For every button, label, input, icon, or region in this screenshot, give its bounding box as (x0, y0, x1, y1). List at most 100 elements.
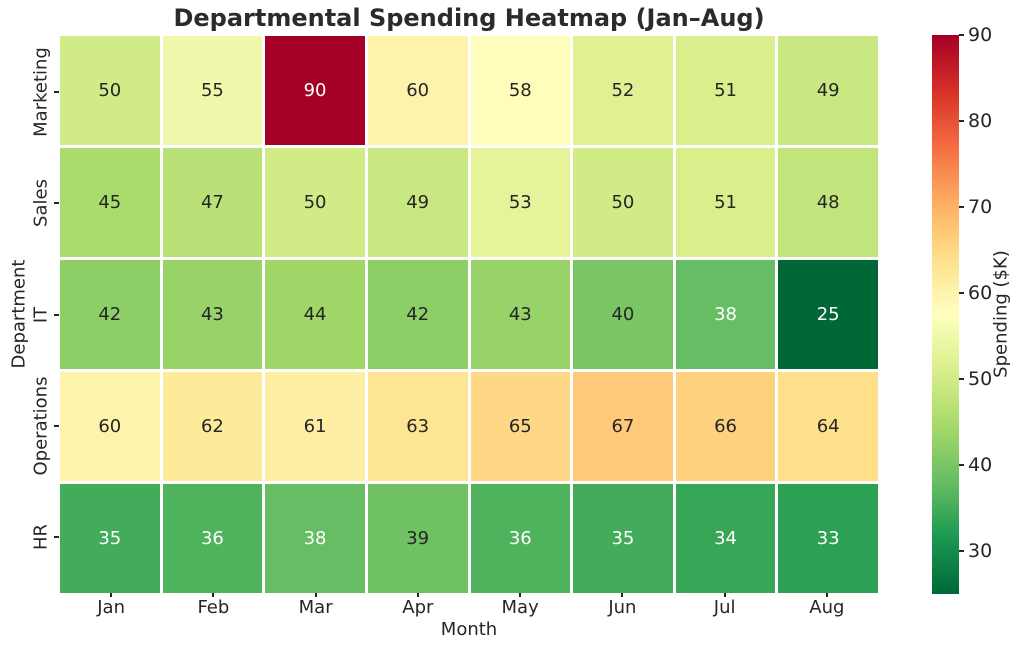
cell-value: 52 (611, 80, 635, 101)
cell-value: 48 (816, 192, 840, 213)
cell-value: 49 (406, 192, 430, 213)
heatmap-cell-Operations-Apr: 63 (367, 372, 468, 481)
heatmap-cell-IT-Mar: 44 (265, 260, 365, 369)
heatmap-cell-HR-Jun: 35 (573, 484, 673, 593)
cell-value: 36 (508, 528, 532, 549)
y-tick-mark (54, 90, 59, 93)
x-tick-mark (110, 593, 113, 597)
colorbar-tick-mark (959, 550, 964, 552)
colorbar-tick-label-90: 90 (968, 24, 993, 46)
heatmap-cell-Operations-Mar: 61 (265, 372, 365, 481)
colorbar-tick-label-30: 30 (968, 540, 993, 562)
y-tick-label-Marketing: Marketing (30, 46, 52, 137)
cell-value: 50 (611, 192, 635, 213)
cell-value: 33 (816, 528, 840, 549)
cell-value: 38 (303, 528, 327, 549)
x-tick-mark (723, 593, 726, 597)
cell-value: 55 (200, 80, 224, 101)
heatmap-cell-IT-May: 43 (470, 260, 571, 369)
heatmap-cell-Operations-Feb: 62 (162, 372, 263, 481)
heatmap-cell-IT-Apr: 42 (367, 260, 468, 369)
colorbar-tick-label-60: 60 (968, 282, 993, 304)
heatmap-cell-Operations-Jun: 67 (573, 372, 673, 481)
y-tick-mark (54, 313, 59, 316)
x-tick-label-Mar: Mar (298, 597, 333, 618)
cell-value: 43 (508, 304, 532, 325)
cell-value: 66 (714, 416, 738, 437)
heatmap-cell-HR-Jan: 35 (60, 484, 160, 593)
x-tick-label-Aug: Aug (809, 597, 845, 618)
y-tick-label-Sales: Sales (30, 179, 52, 228)
heatmap-cell-Sales-Jun: 50 (573, 148, 673, 257)
colorbar-tick-label-40: 40 (968, 454, 993, 476)
y-tick-label-IT: IT (30, 306, 52, 323)
colorbar-tick-label-80: 80 (968, 110, 993, 132)
colorbar-tick-mark (959, 34, 964, 36)
heatmap-cell-HR-Aug: 33 (778, 484, 878, 593)
heatmap-cell-IT-Jun: 40 (573, 260, 673, 369)
colorbar-label: Spending ($K) (990, 250, 1012, 378)
heatmap-cell-Marketing-Aug: 49 (778, 36, 878, 145)
y-tick-label-HR: HR (30, 524, 52, 551)
cell-value: 53 (508, 192, 532, 213)
x-tick-label-Jun: Jun (608, 597, 637, 618)
heatmap-cell-Sales-Feb: 47 (162, 148, 263, 257)
heatmap-cell-HR-Mar: 38 (265, 484, 365, 593)
heatmap-cell-HR-May: 36 (470, 484, 571, 593)
colorbar-tick-label-50: 50 (968, 368, 993, 390)
heatmap-cell-Operations-Jul: 66 (675, 372, 776, 481)
cell-value: 25 (816, 304, 840, 325)
x-tick-mark (519, 593, 522, 597)
heatmap-cell-Sales-Jan: 45 (60, 148, 160, 257)
heatmap-cell-Marketing-Mar: 90 (265, 36, 365, 145)
colorbar-tick-mark (959, 378, 964, 380)
heatmap-cell-Sales-Apr: 49 (367, 148, 468, 257)
cell-value: 34 (714, 528, 738, 549)
heatmap-cell-Sales-Aug: 48 (778, 148, 878, 257)
heatmap-cell-IT-Jan: 42 (60, 260, 160, 369)
heatmap-cell-HR-Apr: 39 (367, 484, 468, 593)
x-tick-mark (314, 593, 317, 597)
x-tick-label-Apr: Apr (402, 597, 434, 618)
heatmap-cell-Operations-Jan: 60 (60, 372, 160, 481)
cell-value: 40 (611, 304, 635, 325)
cell-value: 60 (98, 416, 122, 437)
cell-value: 45 (98, 192, 122, 213)
cell-value: 44 (303, 304, 327, 325)
cell-value: 58 (508, 80, 532, 101)
cell-value: 38 (714, 304, 738, 325)
cell-value: 67 (611, 416, 635, 437)
y-tick-mark (54, 202, 59, 205)
heatmap-cell-IT-Aug: 25 (778, 260, 878, 369)
heatmap-cell-Sales-May: 53 (470, 148, 571, 257)
cell-value: 42 (406, 304, 430, 325)
cell-value: 65 (508, 416, 532, 437)
heatmap-cell-Marketing-Feb: 55 (162, 36, 263, 145)
cell-value: 51 (714, 80, 738, 101)
heatmap-grid: 50 55 90 60 58 52 51 49 45 47 50 49 53 50 51 48 42 43 44 42… (60, 36, 878, 593)
x-tick-label-Feb: Feb (197, 597, 230, 618)
x-tick-mark (621, 593, 624, 597)
colorbar-tick-mark (959, 292, 964, 294)
cell-value: 35 (98, 528, 122, 549)
y-axis-label: Department (8, 259, 30, 369)
x-axis-label: Month (440, 619, 498, 640)
cell-value: 50 (98, 80, 122, 101)
x-tick-mark (416, 593, 419, 597)
heatmap-cell-Marketing-Jan: 50 (60, 36, 160, 145)
colorbar-tick-label-70: 70 (968, 196, 993, 218)
x-tick-label-Jan: Jan (97, 597, 125, 618)
y-tick-mark (54, 536, 59, 539)
cell-value: 35 (611, 528, 635, 549)
heatmap-cell-Sales-Mar: 50 (265, 148, 365, 257)
x-tick-mark (212, 593, 215, 597)
cell-value: 61 (303, 416, 327, 437)
x-tick-label-May: May (501, 597, 539, 618)
heatmap-cell-IT-Jul: 38 (675, 260, 776, 369)
cell-value: 62 (200, 416, 224, 437)
heatmap-cell-HR-Jul: 34 (675, 484, 776, 593)
heatmap-cell-HR-Feb: 36 (162, 484, 263, 593)
cell-value: 60 (406, 80, 430, 101)
cell-value: 39 (406, 528, 430, 549)
heatmap-cell-Operations-Aug: 64 (778, 372, 878, 481)
